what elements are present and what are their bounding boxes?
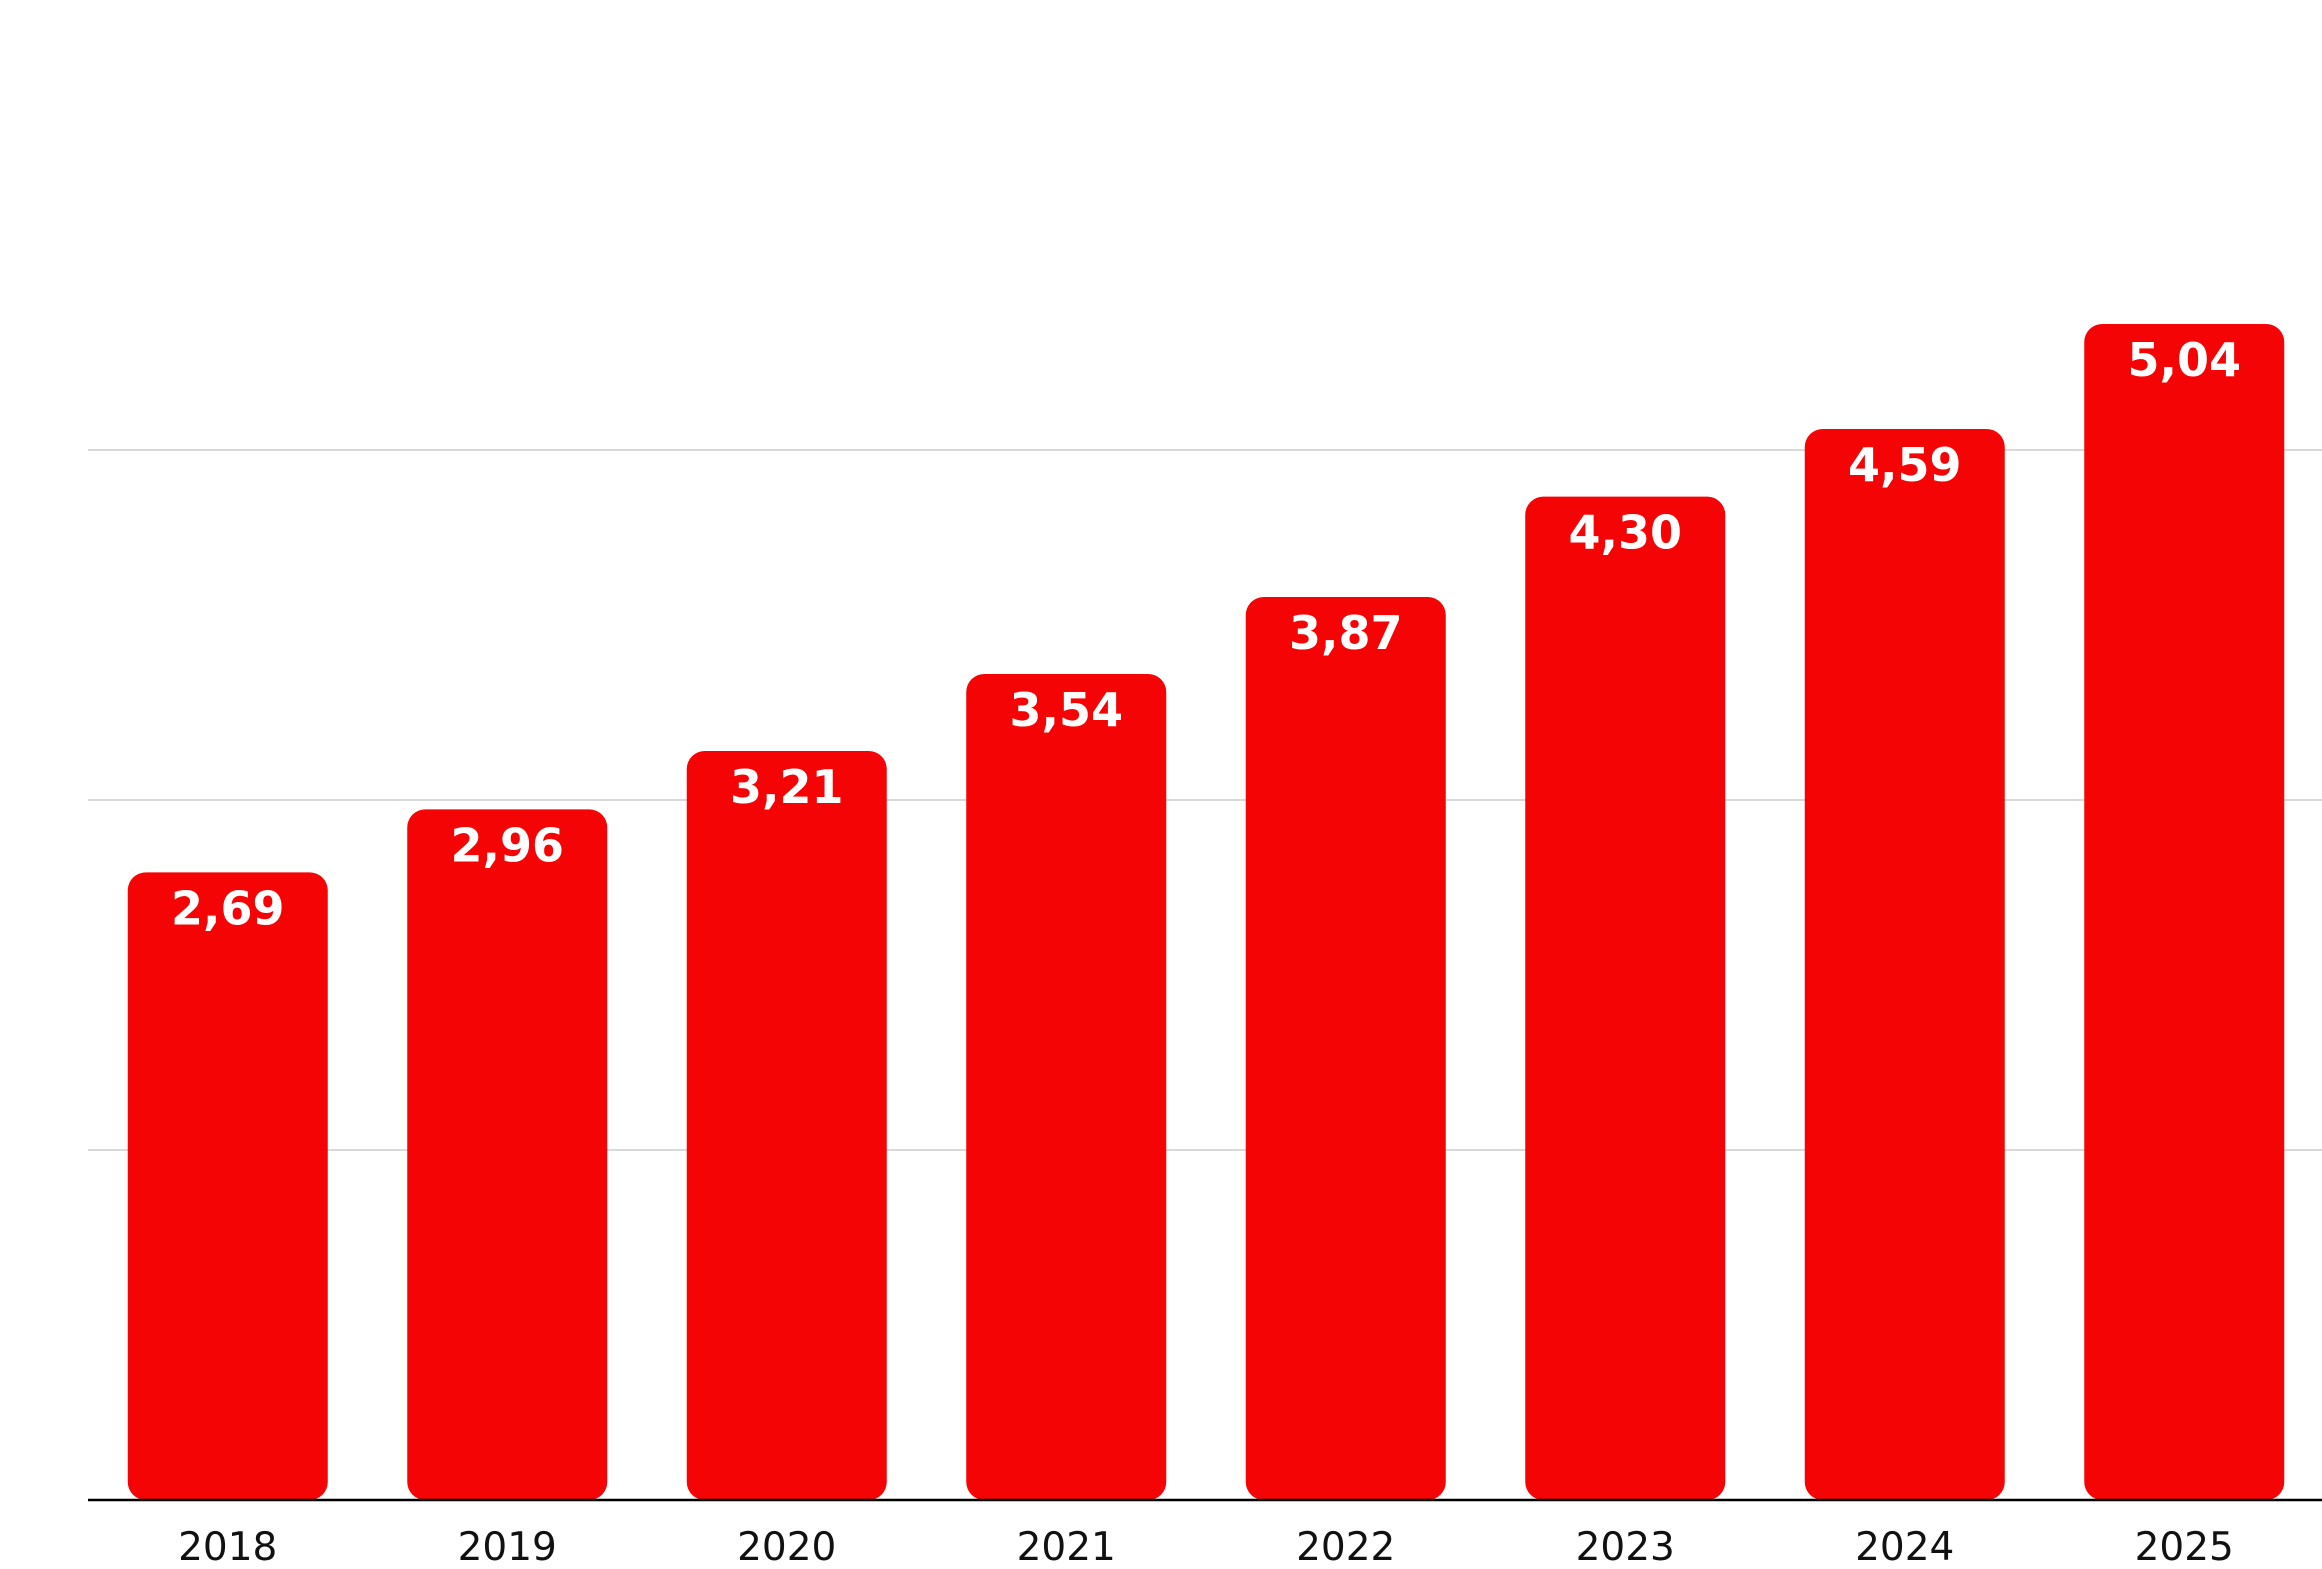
- bar-2019: [407, 809, 608, 1500]
- bar-value-label: 5,04: [2128, 333, 2242, 387]
- bar-2024: [1804, 429, 2005, 1500]
- bar-value-label: 2,69: [171, 881, 285, 935]
- bar-2022: [1245, 597, 1446, 1500]
- x-tick-label: 2018: [178, 1525, 277, 1569]
- bar-2023: [1525, 496, 1726, 1501]
- bar-2025: [2084, 324, 2285, 1500]
- bar-value-labels: 2,69 2,96 3,21 3,54 3,87 4,30 4,59 5,04: [171, 333, 2241, 935]
- x-tick-label: 2020: [737, 1525, 836, 1569]
- x-tick-label: 2021: [1017, 1525, 1116, 1569]
- x-tick-label: 2025: [2135, 1525, 2234, 1569]
- bar-value-label: 3,54: [1010, 683, 1124, 737]
- x-tick-label: 2019: [458, 1525, 557, 1569]
- x-tick-label: 2022: [1296, 1525, 1395, 1569]
- x-tick-label: 2024: [1855, 1525, 1954, 1569]
- bar-2018: [127, 872, 328, 1500]
- bar-2021: [966, 674, 1167, 1500]
- x-axis-tick-labels: 2018 2019 2020 2021 2022 2023 2024 2025: [178, 1525, 2234, 1569]
- bar-2020: [686, 751, 887, 1500]
- x-tick-label: 2023: [1576, 1525, 1675, 1569]
- bar-value-label: 2,96: [451, 818, 565, 872]
- bar-value-label: 3,87: [1289, 606, 1403, 660]
- bar-value-label: 4,30: [1569, 506, 1683, 560]
- bar-value-label: 4,59: [1848, 438, 1962, 492]
- bars: [127, 324, 2285, 1501]
- bar-value-label: 3,21: [730, 760, 844, 814]
